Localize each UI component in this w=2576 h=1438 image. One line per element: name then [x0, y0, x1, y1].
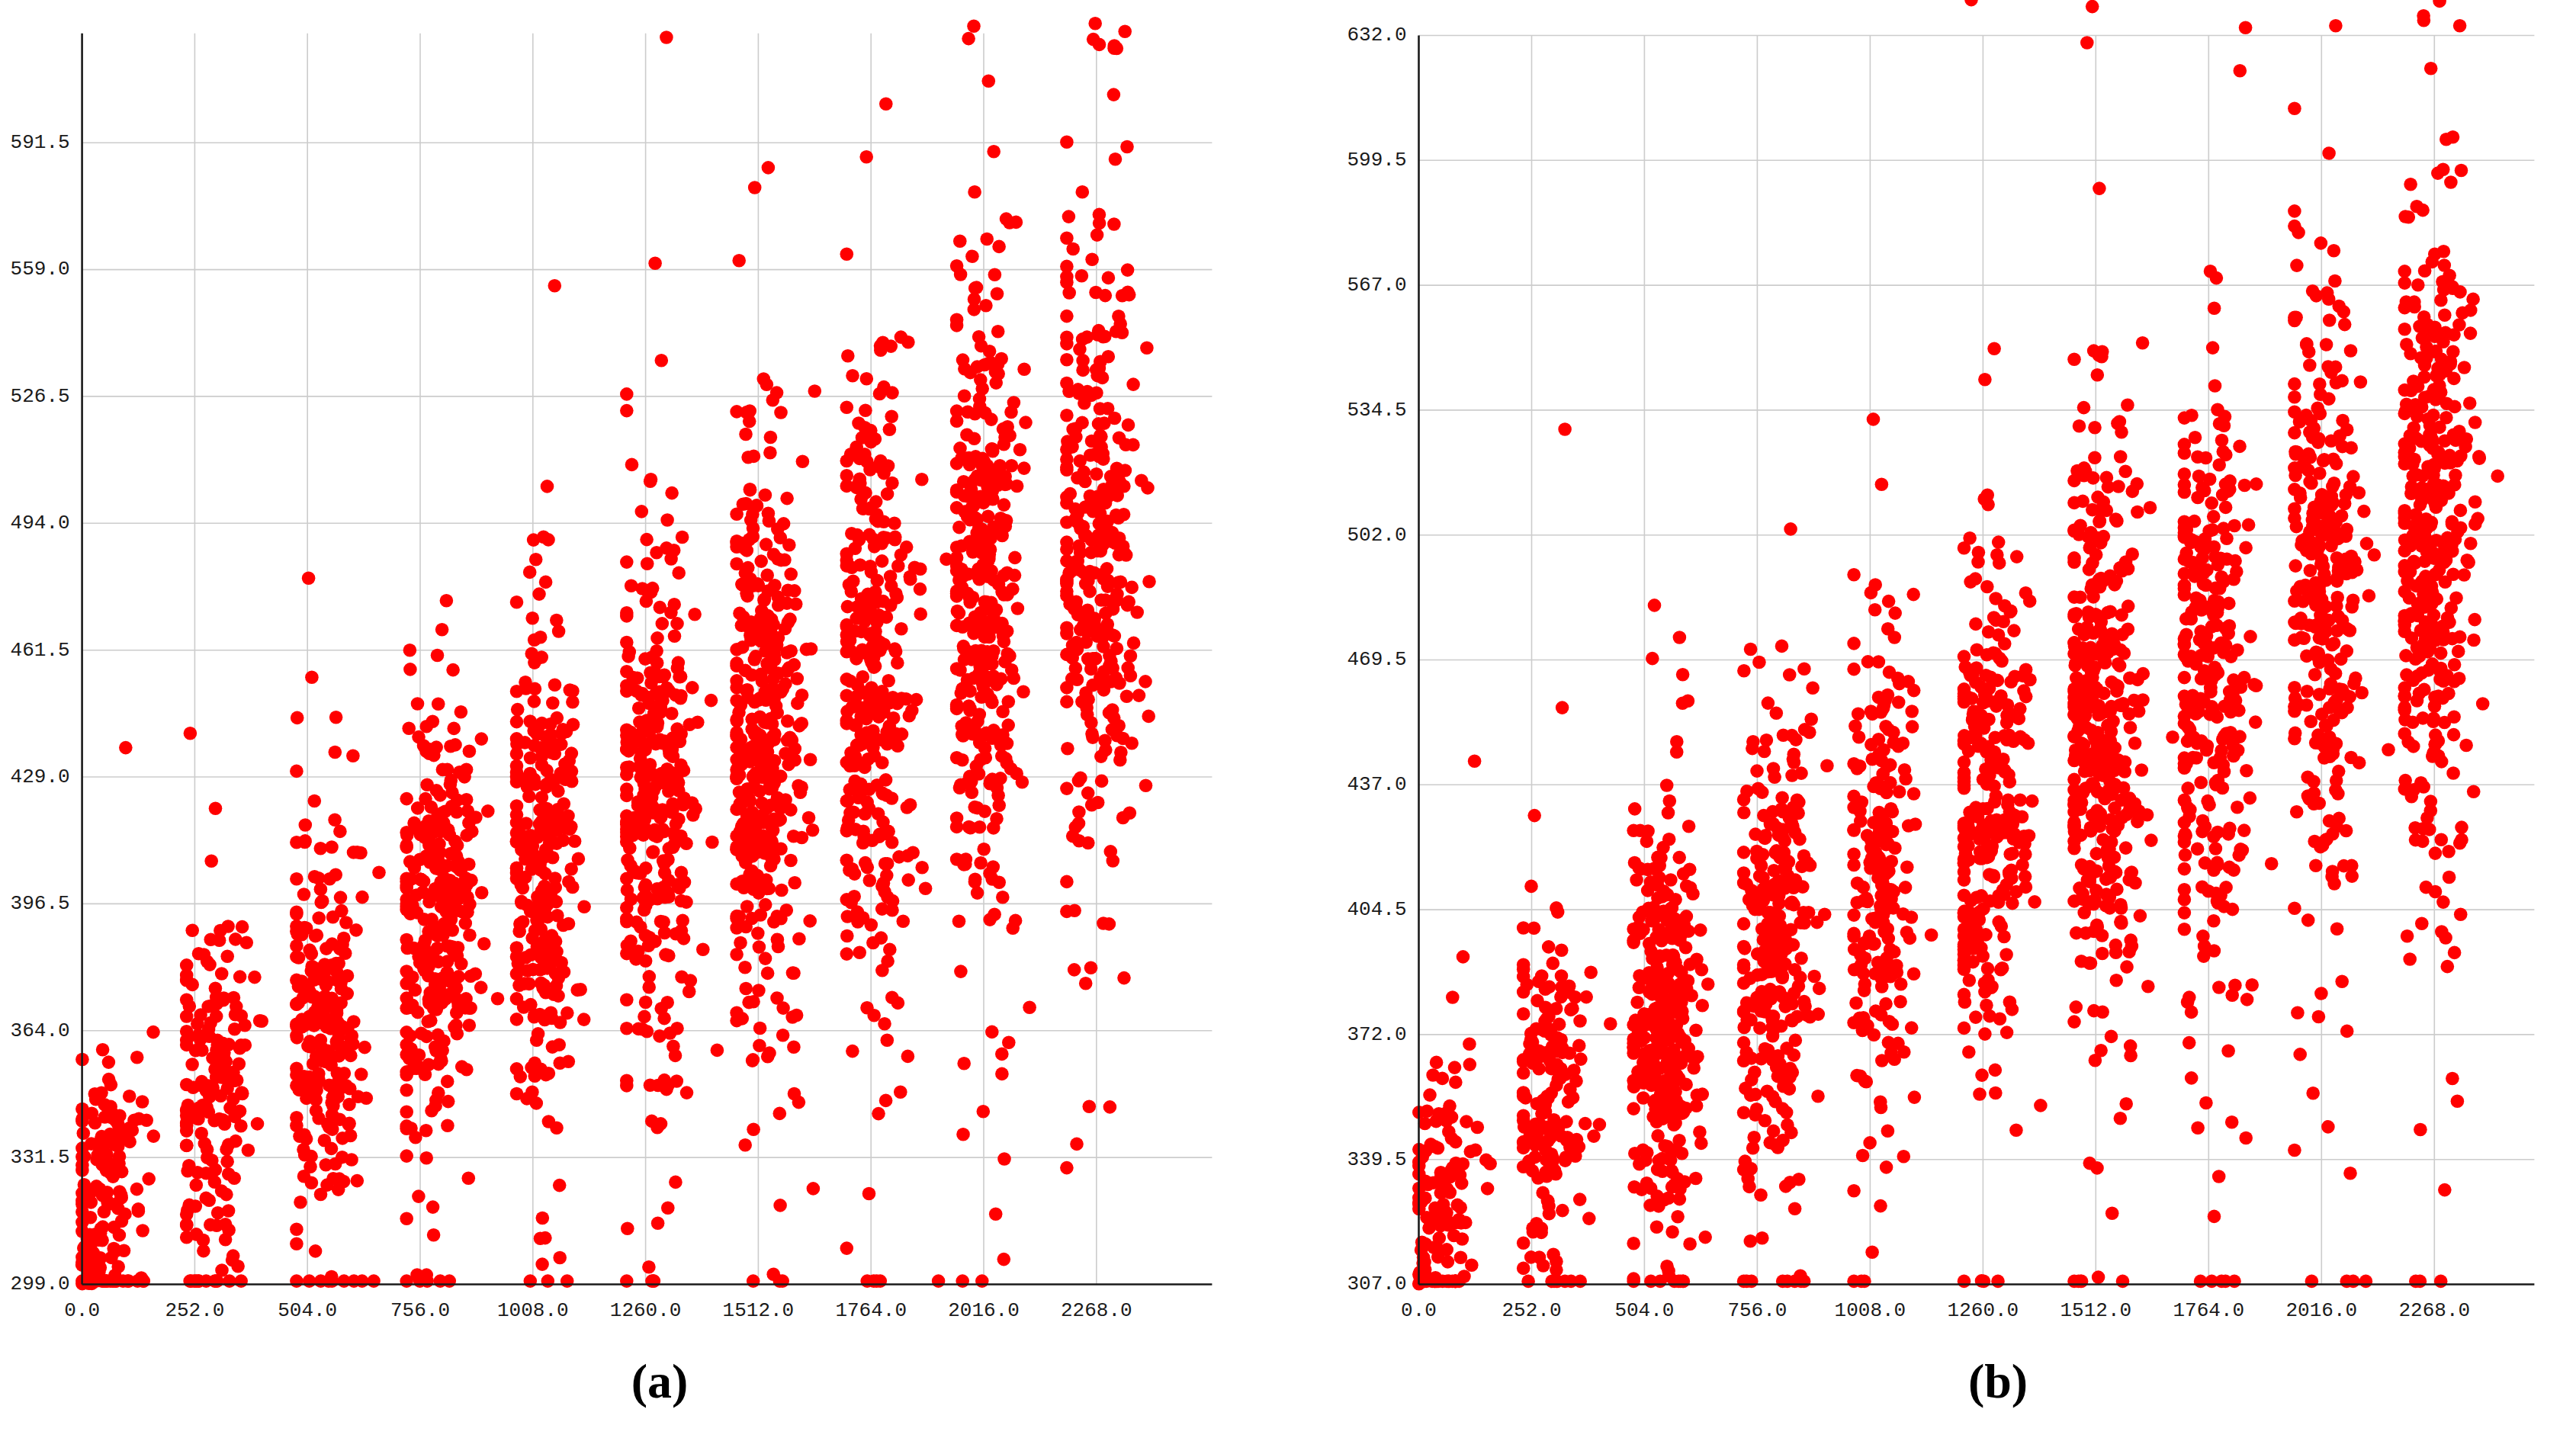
svg-text:252.0: 252.0	[165, 1299, 224, 1322]
svg-text:559.0: 559.0	[11, 258, 70, 281]
svg-text:469.5: 469.5	[1347, 648, 1406, 671]
svg-text:494.0: 494.0	[11, 512, 70, 534]
svg-text:0.0: 0.0	[64, 1299, 100, 1322]
svg-text:1764.0: 1764.0	[835, 1299, 907, 1322]
svg-text:1260.0: 1260.0	[610, 1299, 682, 1322]
svg-text:252.0: 252.0	[1502, 1299, 1561, 1322]
svg-text:339.5: 339.5	[1347, 1148, 1406, 1171]
svg-text:461.5: 461.5	[11, 639, 70, 662]
svg-text:0.0: 0.0	[1401, 1299, 1437, 1322]
svg-text:1512.0: 1512.0	[2060, 1299, 2131, 1322]
svg-text:437.0: 437.0	[1347, 773, 1406, 796]
svg-text:504.0: 504.0	[1614, 1299, 1674, 1322]
svg-text:1260.0: 1260.0	[1948, 1299, 2019, 1322]
svg-text:429.0: 429.0	[11, 766, 70, 788]
svg-text:1764.0: 1764.0	[2173, 1299, 2244, 1322]
svg-text:756.0: 756.0	[1727, 1299, 1787, 1322]
svg-text:364.0: 364.0	[11, 1019, 70, 1042]
svg-text:1008.0: 1008.0	[497, 1299, 569, 1322]
svg-text:756.0: 756.0	[390, 1299, 450, 1322]
svg-text:2016.0: 2016.0	[2285, 1299, 2357, 1322]
svg-text:331.5: 331.5	[11, 1146, 70, 1169]
svg-text:2268.0: 2268.0	[2398, 1299, 2470, 1322]
svg-text:632.0: 632.0	[1347, 24, 1406, 47]
svg-text:599.5: 599.5	[1347, 149, 1406, 172]
svg-text:396.5: 396.5	[11, 892, 70, 915]
svg-text:1512.0: 1512.0	[723, 1299, 795, 1322]
svg-text:534.5: 534.5	[1347, 399, 1406, 422]
svg-text:2016.0: 2016.0	[948, 1299, 1020, 1322]
svg-text:526.5: 526.5	[11, 385, 70, 408]
svg-text:372.0: 372.0	[1347, 1023, 1406, 1046]
svg-text:502.0: 502.0	[1347, 524, 1406, 547]
svg-text:567.0: 567.0	[1347, 274, 1406, 297]
svg-text:404.5: 404.5	[1347, 898, 1406, 921]
svg-text:1008.0: 1008.0	[1835, 1299, 1906, 1322]
svg-text:2268.0: 2268.0	[1061, 1299, 1132, 1322]
svg-text:591.5: 591.5	[11, 131, 70, 154]
svg-text:299.0: 299.0	[11, 1273, 70, 1295]
svg-text:504.0: 504.0	[278, 1299, 337, 1322]
svg-text:307.0: 307.0	[1347, 1273, 1406, 1295]
